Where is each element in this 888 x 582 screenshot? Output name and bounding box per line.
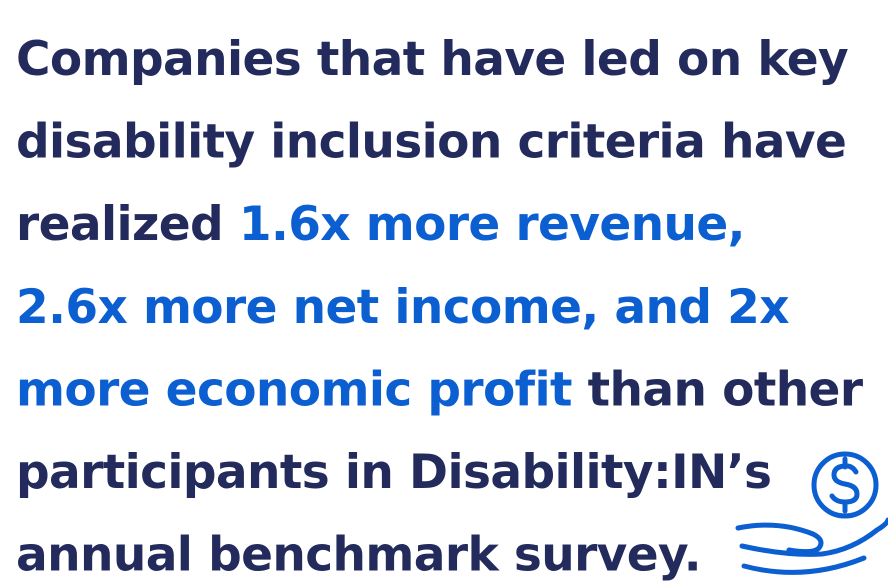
- text-line: participants in Disability:IN’s: [16, 445, 771, 500]
- text-line: Companies that have led on key: [16, 32, 848, 87]
- text-line: annual benchmark survey.: [16, 528, 701, 582]
- body-text: participants in Disability:IN’s: [16, 445, 771, 500]
- body-text: Companies that have led on key: [16, 32, 848, 87]
- body-text: disability inclusion criteria have: [16, 115, 846, 170]
- hand: [735, 517, 888, 575]
- text-line: more economic profit than other: [16, 362, 864, 417]
- text-line: disability inclusion criteria have: [16, 115, 846, 170]
- body-text: than other: [572, 362, 864, 417]
- highlight-text: 1.6x more revenue,: [239, 197, 745, 252]
- highlight-text: 2.6x more net income, and 2x: [16, 280, 789, 335]
- body-text: realized: [16, 197, 239, 252]
- highlight-text: more economic profit: [16, 362, 572, 417]
- coin: [811, 451, 879, 519]
- money-hand-icon: [735, 451, 888, 575]
- text-line: 2.6x more net income, and 2x: [16, 280, 789, 335]
- body-text: annual benchmark survey.: [16, 528, 701, 582]
- text-line: realized 1.6x more revenue,: [16, 197, 745, 252]
